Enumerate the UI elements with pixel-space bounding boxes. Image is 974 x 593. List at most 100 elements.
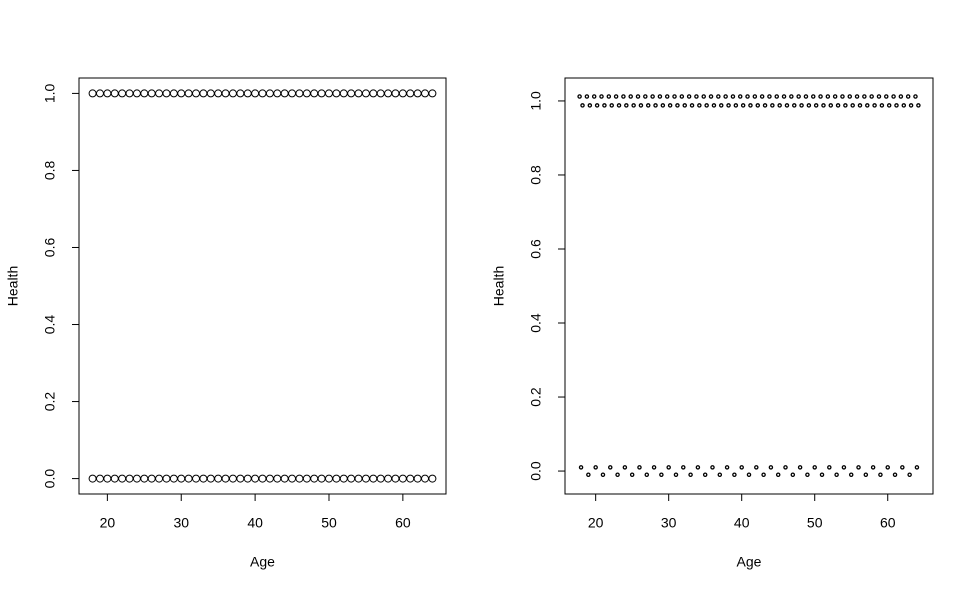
point xyxy=(869,94,874,99)
point xyxy=(726,103,731,108)
point xyxy=(710,465,715,470)
point xyxy=(754,465,759,470)
point xyxy=(635,94,641,99)
point xyxy=(391,474,400,483)
point xyxy=(784,103,790,108)
point xyxy=(689,103,695,108)
y-tick-label: 1.0 xyxy=(528,91,544,111)
point xyxy=(777,103,782,108)
point xyxy=(898,94,904,99)
point xyxy=(243,474,252,483)
point xyxy=(184,474,193,483)
point xyxy=(599,94,604,99)
point xyxy=(774,94,779,99)
point xyxy=(664,94,670,99)
point xyxy=(184,89,193,98)
point xyxy=(147,89,156,98)
point xyxy=(843,103,848,108)
point xyxy=(361,474,370,483)
point xyxy=(288,474,297,483)
x-tick-label: 60 xyxy=(395,515,411,531)
point xyxy=(140,474,149,483)
point xyxy=(847,94,853,99)
point xyxy=(591,94,597,99)
point xyxy=(645,103,651,108)
x-axis-label: Age xyxy=(250,554,275,570)
point xyxy=(819,472,825,478)
point xyxy=(606,94,612,99)
point xyxy=(118,474,127,483)
point xyxy=(421,474,430,483)
point xyxy=(155,89,164,98)
point xyxy=(916,103,921,108)
point xyxy=(177,474,186,483)
point xyxy=(95,474,104,483)
point xyxy=(593,465,598,470)
point xyxy=(584,94,590,99)
point xyxy=(872,103,877,108)
point xyxy=(638,103,644,108)
point xyxy=(901,103,907,108)
point xyxy=(302,474,311,483)
point xyxy=(711,103,717,108)
point xyxy=(848,472,854,478)
point xyxy=(221,474,230,483)
point xyxy=(908,103,914,108)
point xyxy=(628,94,633,99)
point xyxy=(384,474,393,483)
point xyxy=(162,474,171,483)
point xyxy=(354,89,363,98)
plot-frame xyxy=(78,77,447,495)
y-tick-label: 0.4 xyxy=(42,315,58,335)
point xyxy=(228,474,237,483)
point xyxy=(384,89,393,98)
point xyxy=(667,103,673,108)
point xyxy=(339,474,348,483)
point xyxy=(295,89,304,98)
point xyxy=(265,474,274,483)
point xyxy=(811,94,816,99)
point xyxy=(140,89,149,98)
point xyxy=(719,103,724,108)
point xyxy=(616,103,622,108)
point xyxy=(132,89,141,98)
point xyxy=(280,89,289,98)
point xyxy=(147,474,156,483)
point xyxy=(88,474,97,483)
point xyxy=(586,472,591,478)
y-tick-label: 0.0 xyxy=(42,469,58,489)
point xyxy=(723,94,728,99)
y-tick-label: 0.8 xyxy=(528,165,544,185)
point xyxy=(857,103,863,108)
point xyxy=(376,474,385,483)
point xyxy=(609,103,614,108)
point xyxy=(672,94,677,99)
point xyxy=(398,89,407,98)
point xyxy=(310,89,319,98)
point xyxy=(406,89,415,98)
point xyxy=(577,94,582,99)
point xyxy=(369,474,378,483)
point xyxy=(737,94,743,99)
point xyxy=(914,465,920,470)
point xyxy=(688,472,693,478)
point xyxy=(892,472,898,478)
point xyxy=(803,94,809,99)
point xyxy=(876,94,882,99)
point xyxy=(324,474,333,483)
point xyxy=(717,472,723,478)
point xyxy=(613,94,619,99)
point xyxy=(103,474,112,483)
point xyxy=(421,89,430,98)
point xyxy=(125,89,134,98)
point xyxy=(192,474,201,483)
point xyxy=(862,94,867,99)
point xyxy=(643,94,648,99)
point xyxy=(767,94,772,99)
point xyxy=(724,465,730,470)
point xyxy=(827,465,832,470)
point xyxy=(697,103,702,108)
point xyxy=(280,474,289,483)
point xyxy=(95,89,104,98)
point xyxy=(840,94,845,99)
